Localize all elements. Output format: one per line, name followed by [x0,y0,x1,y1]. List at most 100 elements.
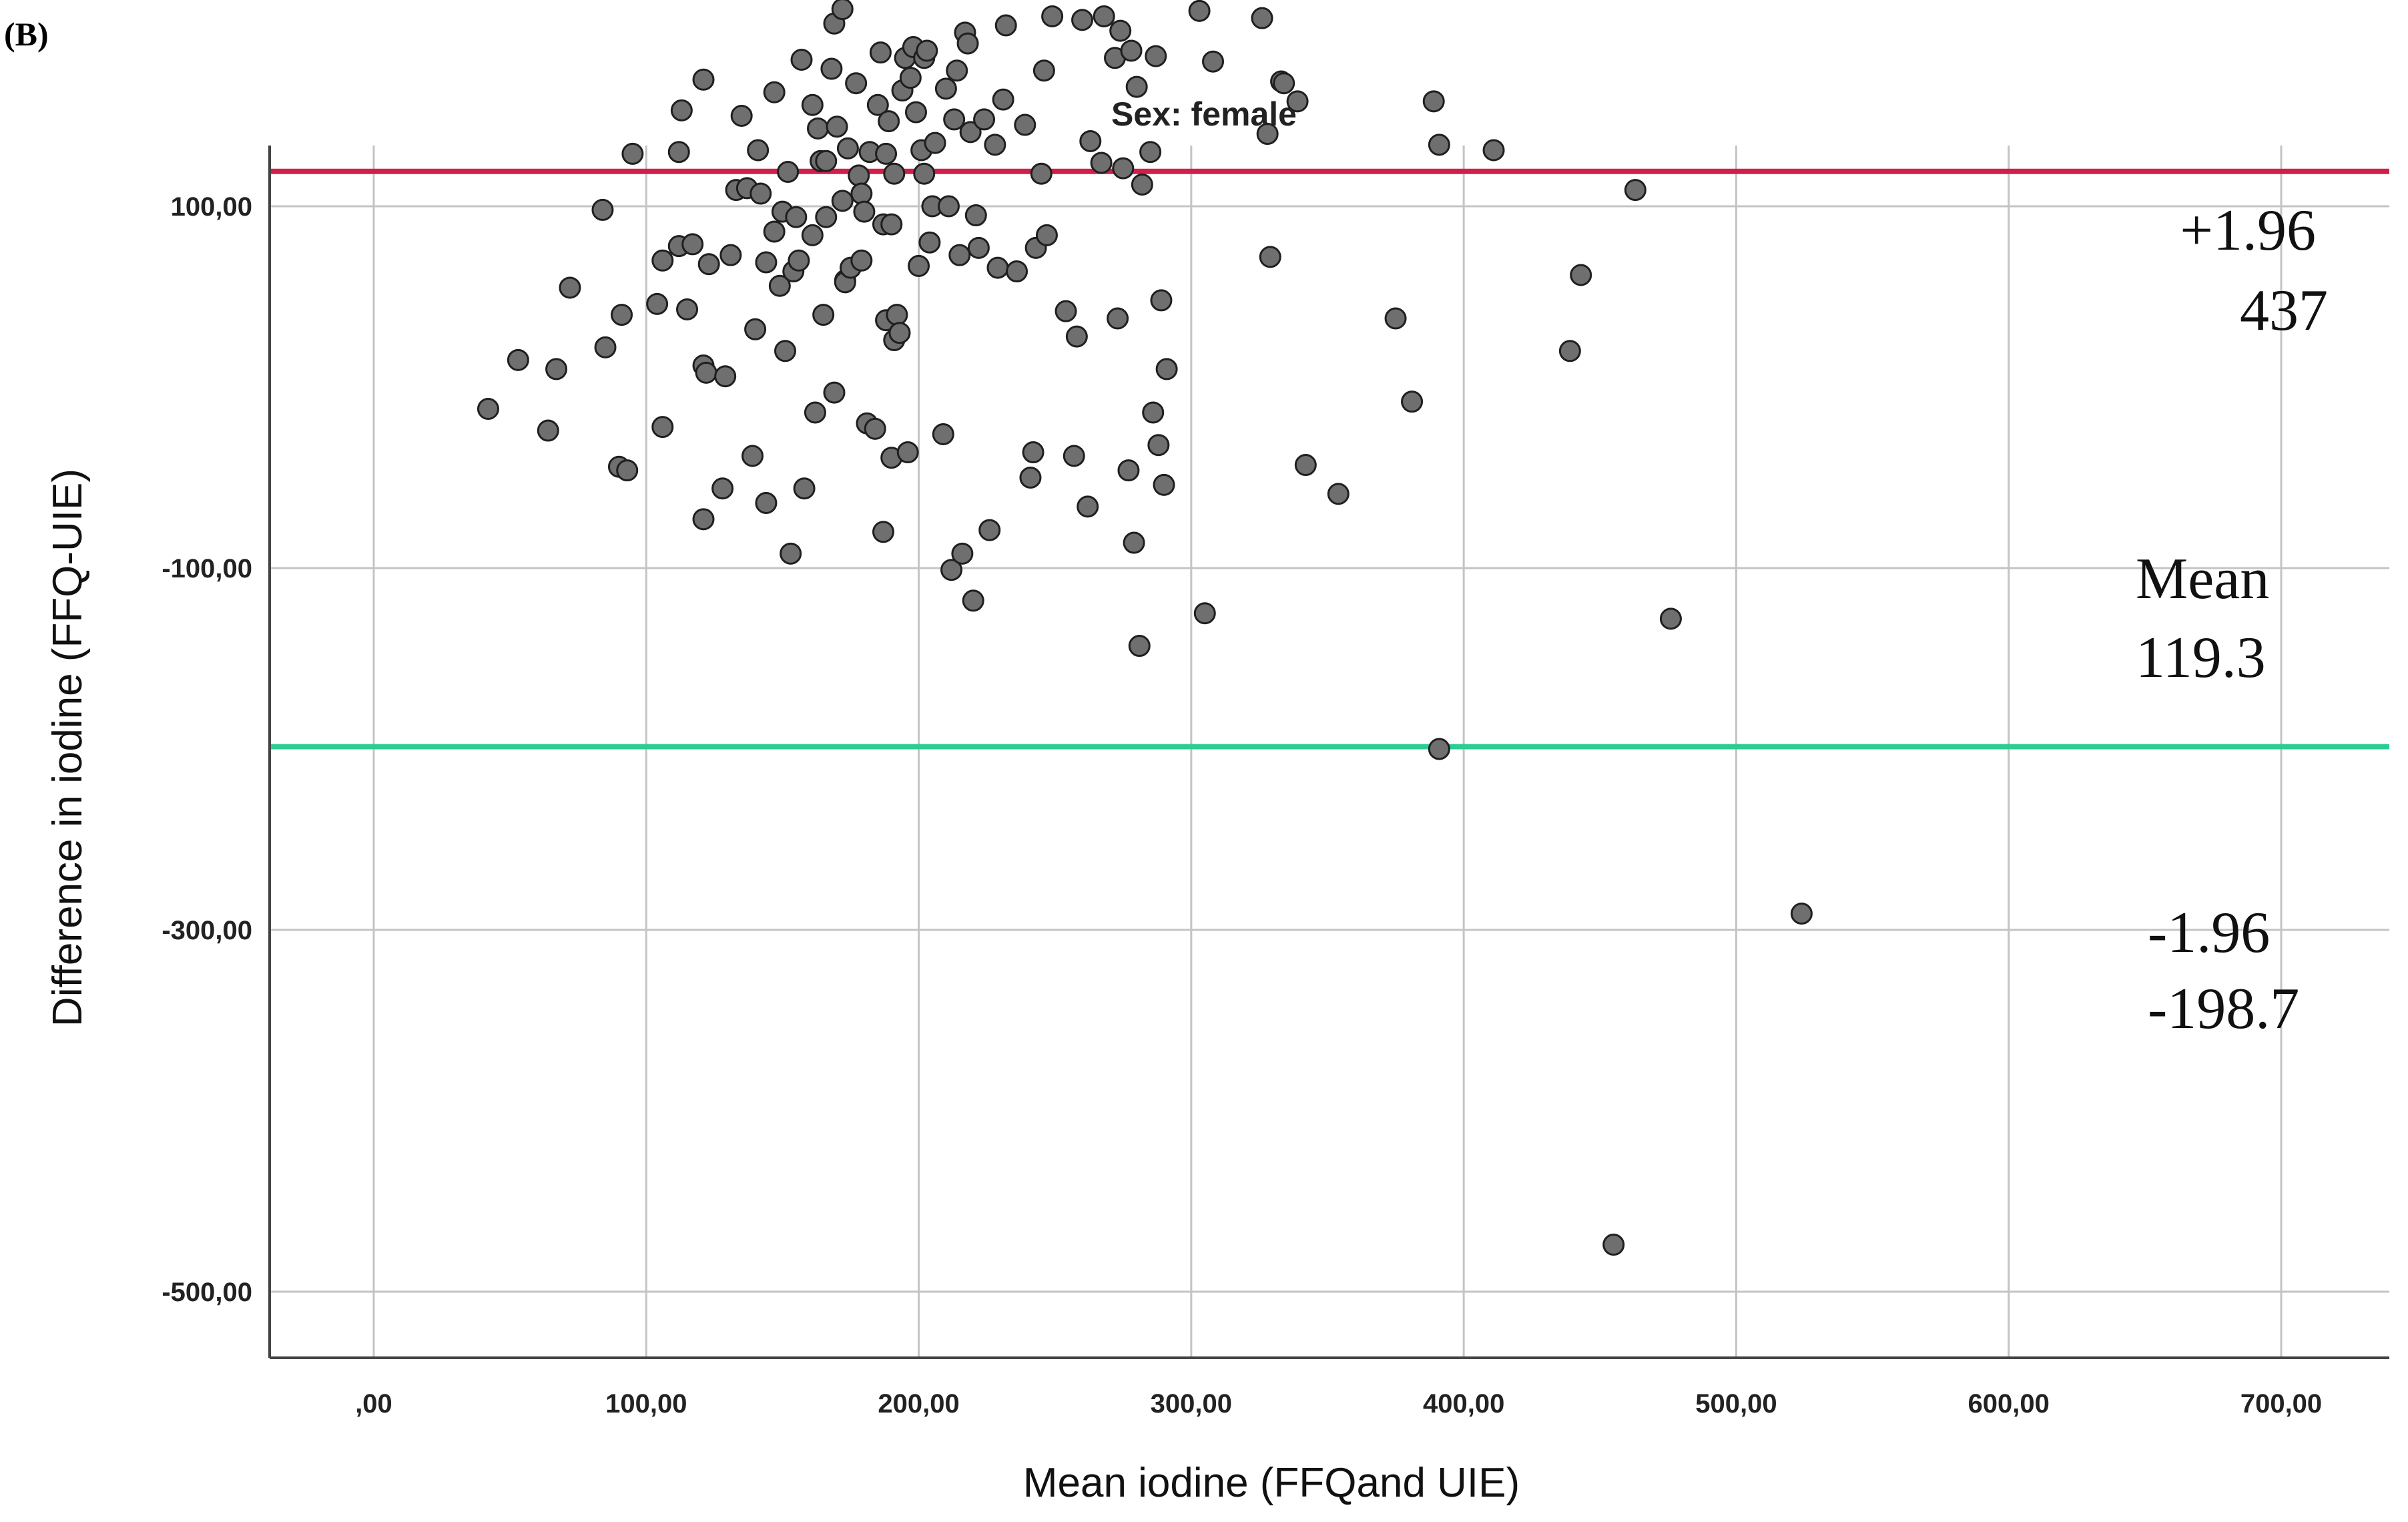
data-point [545,358,568,380]
data-point [1041,5,1064,27]
data-point [763,220,786,243]
data-point [918,231,941,254]
data-point [1155,358,1178,380]
data-point [591,198,614,221]
data-point [886,304,908,326]
data-point [646,292,669,315]
data-point [1123,531,1145,554]
data-point [681,233,704,256]
y-tick-label: 100,00 [171,192,252,222]
data-point [801,93,824,116]
data-point [1093,5,1115,27]
data-point [1065,325,1088,348]
y-tick-label: -100,00 [162,554,252,583]
data-point [1120,39,1143,62]
data-point [1193,602,1216,625]
data-point [719,244,742,266]
data-point [848,164,870,187]
data-point [826,115,848,138]
data-point [785,206,808,228]
data-point [670,99,693,121]
data-point [836,137,859,160]
data-point [1602,1234,1625,1256]
data-point [850,249,873,272]
data-point [934,77,957,100]
data-point [932,423,954,445]
data-point [946,59,968,82]
x-tick-label: 200,00 [878,1389,959,1419]
data-point [1006,260,1028,283]
data-point [978,519,1001,541]
data-point [1063,445,1085,467]
data-point [755,491,778,514]
data-point [864,417,886,440]
data-point [801,224,824,246]
data-point [1077,495,1099,518]
data-point [1107,307,1129,330]
data-point [777,161,800,184]
upper-limit-value: 437 [2240,278,2328,343]
data-point [850,182,873,205]
lower-limit-label: -1.96 [2148,901,2270,965]
data-point [1079,130,1102,152]
data-point [1251,7,1273,29]
data-point [924,132,946,154]
axes [268,146,2389,1359]
data-point [790,48,813,71]
data-point [959,121,982,144]
panel-label: (B) [4,15,49,53]
data-point [1624,179,1646,202]
data-point [1294,454,1317,477]
data-point [537,419,559,442]
data-point [804,401,826,424]
data-point [507,348,529,371]
upper-limit-label: +1.96 [2180,198,2316,263]
data-point [651,416,674,439]
data-point [741,445,764,467]
data-point [994,14,1017,37]
data-point [845,72,868,95]
data-point [763,81,786,103]
data-point [880,213,903,236]
data-point [747,139,770,162]
data-point [820,57,843,80]
data-point [1153,473,1175,496]
data-point [1030,162,1052,185]
data-point [1327,483,1349,505]
mean-value: 119.3 [2136,625,2266,690]
data-point [559,276,581,299]
data-point [973,108,996,131]
data-point [1071,9,1094,31]
data-point [1125,75,1148,98]
data-point [869,41,892,64]
data-point [964,204,987,227]
data-point [1428,134,1450,156]
x-tick-label: ,00 [355,1389,392,1419]
grid [270,146,2389,1358]
data-point [1019,467,1042,489]
data-point [1117,459,1140,482]
data-point [611,304,633,326]
data-point [1139,141,1162,164]
data-point [1273,72,1295,95]
data-point [1428,738,1450,760]
y-tick-label: -500,00 [162,1278,252,1307]
data-points [477,0,1813,1256]
data-point [823,381,846,404]
data-point [780,542,802,565]
data-point [815,150,838,172]
reference-annotations: +1.96 437 Mean 119.3 -1.96 -198.7 [2136,198,2328,1041]
data-point [951,542,974,565]
data-point [1131,173,1153,196]
x-tick-label: 700,00 [2240,1389,2322,1419]
data-point [692,68,715,91]
data-point [986,256,1009,279]
data-point [749,182,772,205]
mean-label: Mean [2136,547,2269,611]
data-point [1401,391,1424,413]
data-point [1014,113,1036,136]
data-point [711,477,734,500]
data-point [594,336,617,358]
